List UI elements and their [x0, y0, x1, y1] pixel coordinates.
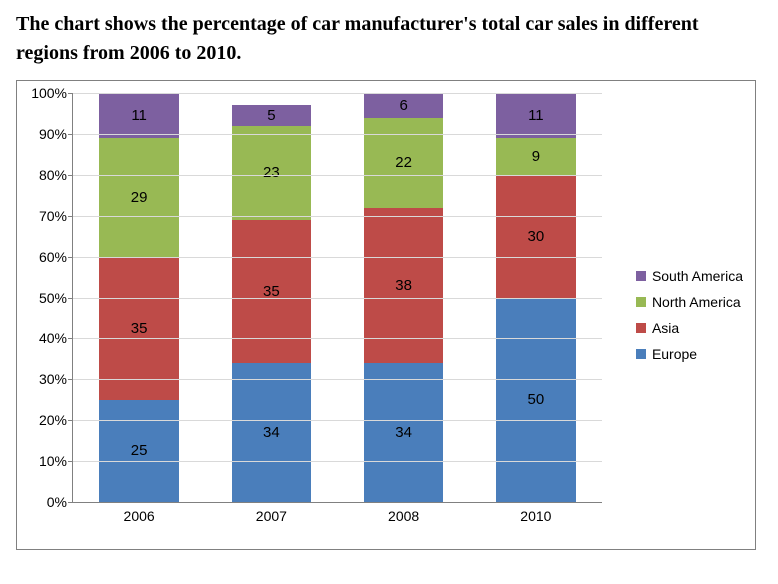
data-label: 5: [267, 107, 275, 124]
data-label: 22: [395, 154, 412, 171]
gridline: [73, 420, 602, 421]
bar-segment: 35: [232, 220, 311, 363]
bar-segment: 50: [496, 298, 575, 503]
x-tick-label: 2007: [256, 502, 287, 524]
legend-item: Europe: [636, 346, 743, 362]
legend-item: Asia: [636, 320, 743, 336]
bar-segment: 30: [496, 175, 575, 298]
data-label: 29: [131, 189, 148, 206]
gridline: [73, 298, 602, 299]
data-label: 11: [528, 107, 544, 124]
y-tick-label: 70%: [39, 208, 73, 224]
bar-segment: 11: [496, 93, 575, 138]
legend-swatch: [636, 323, 646, 333]
y-tick-label: 80%: [39, 167, 73, 183]
bar-segment: 23: [232, 126, 311, 220]
bar-segment: 6: [364, 93, 443, 118]
legend-swatch: [636, 271, 646, 281]
data-label: 50: [528, 391, 545, 408]
bar-segment: 34: [232, 363, 311, 502]
gridline: [73, 338, 602, 339]
y-tick-label: 100%: [31, 85, 73, 101]
legend-item: North America: [636, 294, 743, 310]
data-label: 34: [263, 424, 280, 441]
legend-swatch: [636, 297, 646, 307]
bar-segment: 9: [496, 138, 575, 175]
chart-frame: 25 35 29 11 2006 34 35 23 5 2007 34 38 22 6 2008 50 30 9 1…: [16, 80, 756, 550]
legend-swatch: [636, 349, 646, 359]
legend-label: South America: [652, 268, 743, 284]
data-label: 11: [131, 107, 147, 124]
bar-segment: 5: [232, 105, 311, 125]
bar-segment: 11: [99, 93, 178, 138]
y-tick-label: 60%: [39, 249, 73, 265]
data-label: 30: [528, 228, 545, 245]
legend-label: North America: [652, 294, 741, 310]
data-label: 25: [131, 442, 148, 459]
y-tick-label: 0%: [47, 494, 73, 510]
gridline: [73, 379, 602, 380]
x-tick-label: 2008: [388, 502, 419, 524]
bar-segment: 34: [364, 363, 443, 502]
gridline: [73, 257, 602, 258]
y-tick-label: 50%: [39, 290, 73, 306]
gridline: [73, 216, 602, 217]
chart-title: The chart shows the percentage of car ma…: [16, 10, 762, 68]
y-tick-label: 40%: [39, 330, 73, 346]
gridline: [73, 93, 602, 94]
data-label: 23: [263, 164, 280, 181]
x-tick-label: 2006: [124, 502, 155, 524]
plot-area: 2535291120063435235200734382262008503091…: [72, 93, 602, 503]
gridline: [73, 461, 602, 462]
gridline: [73, 134, 602, 135]
data-label: 35: [131, 320, 148, 337]
legend-label: Asia: [652, 320, 679, 336]
y-tick-label: 30%: [39, 371, 73, 387]
bar-segment: 35: [99, 257, 178, 400]
data-label: 9: [532, 148, 540, 165]
legend-label: Europe: [652, 346, 697, 362]
y-tick-label: 10%: [39, 453, 73, 469]
data-label: 38: [395, 277, 412, 294]
legend-item: South America: [636, 268, 743, 284]
bar-segment: 38: [364, 208, 443, 363]
bar-segment: 29: [99, 138, 178, 257]
gridline: [73, 175, 602, 176]
y-tick-label: 90%: [39, 126, 73, 142]
bar-segment: 25: [99, 400, 178, 502]
y-tick-label: 20%: [39, 412, 73, 428]
legend: South America North America Asia Europe: [636, 258, 743, 372]
data-label: 34: [395, 424, 412, 441]
x-tick-label: 2010: [520, 502, 551, 524]
data-label: 6: [399, 97, 407, 114]
bar-segment: 22: [364, 118, 443, 208]
